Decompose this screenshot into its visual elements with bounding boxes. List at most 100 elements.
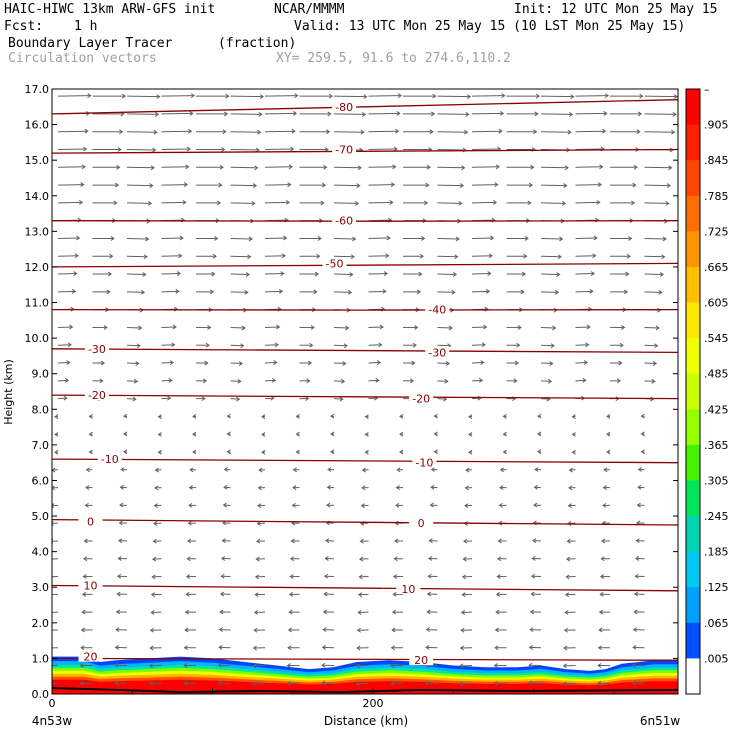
wind-vector-head bbox=[183, 680, 188, 686]
wind-vector-head bbox=[119, 129, 124, 135]
wind-vector bbox=[368, 255, 389, 257]
wind-vector-head bbox=[252, 183, 258, 189]
wind-vector bbox=[161, 237, 183, 239]
wind-vector-head bbox=[80, 645, 85, 651]
wind-vector bbox=[471, 166, 500, 168]
wind-vector-head bbox=[256, 538, 261, 544]
wind-vector bbox=[161, 379, 172, 382]
wind-vector-head bbox=[153, 521, 158, 526]
wind-vector-head bbox=[426, 164, 431, 170]
wind-vector-head bbox=[323, 573, 329, 579]
wind-vector bbox=[161, 362, 174, 364]
wind-vector-head bbox=[54, 449, 59, 455]
wind-vector bbox=[437, 149, 466, 151]
wind-vector bbox=[540, 344, 555, 347]
wind-vector-head bbox=[119, 502, 124, 508]
wind-vector-head bbox=[432, 93, 437, 99]
wind-vector-head bbox=[599, 591, 604, 597]
wind-vector bbox=[471, 326, 487, 328]
wind-vector bbox=[368, 273, 388, 275]
wind-vector bbox=[264, 130, 295, 133]
wind-vector-head bbox=[376, 360, 382, 365]
wind-vector-head bbox=[363, 94, 368, 100]
y-tick-label: 6.0 bbox=[32, 474, 50, 487]
wind-vector-head bbox=[207, 325, 212, 330]
wind-vector-head bbox=[185, 591, 190, 597]
wind-vector-head bbox=[261, 449, 266, 455]
wind-vector-head bbox=[465, 467, 470, 473]
wind-vector-head bbox=[530, 573, 536, 579]
wind-vector-head bbox=[261, 414, 266, 420]
wind-vector-head bbox=[571, 414, 576, 420]
colorbar-swatch bbox=[686, 480, 700, 517]
wind-vector-head bbox=[339, 396, 344, 402]
contour-label: -40 bbox=[428, 304, 446, 317]
wind-vector bbox=[126, 184, 153, 187]
contour-label-bg bbox=[97, 453, 122, 465]
wind-vector-head bbox=[179, 235, 184, 241]
wind-vector bbox=[161, 166, 189, 168]
wind-vector bbox=[264, 184, 291, 186]
wind-vector-head bbox=[655, 325, 660, 331]
wind-vector-head bbox=[286, 680, 291, 686]
wind-vector bbox=[437, 166, 465, 169]
wind-vector-head bbox=[188, 485, 193, 491]
wind-vector-head bbox=[66, 360, 71, 365]
wind-vector bbox=[126, 291, 145, 293]
wind-vector-head bbox=[537, 431, 542, 437]
wind-vector bbox=[161, 201, 186, 204]
wind-vector-head bbox=[281, 253, 286, 259]
wind-vector-head bbox=[81, 609, 86, 615]
wind-vector-head bbox=[117, 556, 122, 561]
x-tick-label: 200 bbox=[363, 697, 384, 710]
wind-vector bbox=[230, 344, 244, 347]
isotherm--80 bbox=[52, 99, 678, 115]
wind-vector bbox=[575, 379, 586, 382]
wind-vector bbox=[57, 397, 67, 400]
wind-vector bbox=[540, 380, 552, 382]
wind-vector-head bbox=[148, 681, 153, 687]
wind-vectors bbox=[52, 93, 678, 687]
wind-vector-head bbox=[499, 485, 504, 491]
wind-vector bbox=[161, 95, 195, 97]
wind-vector bbox=[644, 362, 657, 365]
wind-vector-head bbox=[217, 680, 222, 686]
wind-vector-head bbox=[291, 502, 296, 508]
wind-vector-head bbox=[412, 342, 417, 348]
wind-vector-head bbox=[285, 199, 291, 205]
wind-vector-head bbox=[460, 627, 465, 633]
wind-vector-head bbox=[391, 609, 397, 615]
wind-vector-head bbox=[85, 485, 90, 491]
contour-label: -70 bbox=[335, 144, 353, 157]
wind-vector-head bbox=[666, 183, 672, 189]
wind-vector-head bbox=[132, 396, 137, 402]
wind-vector-head bbox=[226, 431, 231, 437]
wind-vector-head bbox=[306, 378, 311, 384]
wind-vector-head bbox=[254, 165, 259, 171]
wind-vector bbox=[126, 344, 141, 347]
wind-vector-head bbox=[630, 200, 636, 206]
wind-vector-head bbox=[426, 591, 432, 597]
wind-vector-head bbox=[244, 289, 249, 295]
wind-vector-head bbox=[549, 361, 554, 366]
wind-vector bbox=[57, 148, 87, 150]
wind-vector bbox=[57, 166, 86, 168]
wind-vector-head bbox=[602, 128, 607, 134]
wind-vector-head bbox=[52, 575, 53, 579]
wind-vector-head bbox=[327, 467, 332, 472]
wind-vector bbox=[57, 237, 80, 239]
wind-vector-head bbox=[495, 164, 500, 170]
wind-vector bbox=[264, 273, 284, 275]
wind-vector-head bbox=[414, 325, 419, 330]
wind-vector-head bbox=[205, 342, 210, 348]
wind-vector-head bbox=[397, 93, 403, 99]
wind-vector-head bbox=[426, 609, 431, 615]
wind-vector-head bbox=[528, 680, 533, 686]
wind-vector-head bbox=[566, 538, 571, 544]
wind-vector-head bbox=[501, 93, 506, 99]
wind-vector-head bbox=[136, 343, 141, 349]
wind-vector bbox=[575, 130, 606, 133]
wind-vector-head bbox=[496, 556, 502, 562]
wind-vector-head bbox=[188, 502, 193, 508]
wind-vector-head bbox=[394, 538, 399, 544]
